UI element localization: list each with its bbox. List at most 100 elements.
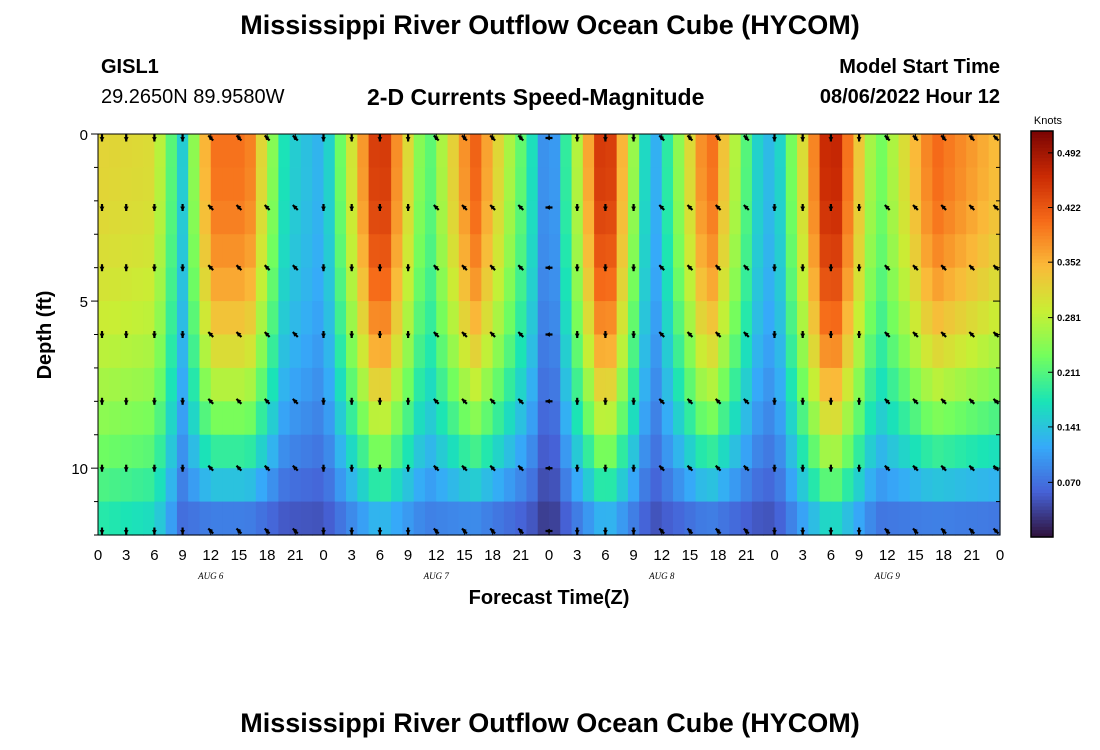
heatmap-cell [289,434,302,469]
heatmap-cell [379,334,392,369]
heatmap-cell [684,200,697,235]
heatmap-cell [470,334,482,369]
heatmap-cell [627,167,640,202]
colorbar: 0.492 0.422 0.352 0.281 0.211 0.141 0.070 [1030,130,1081,538]
heatmap-cell [706,267,719,302]
heatmap-cell [188,501,201,536]
heatmap-cell [751,501,764,536]
arrow-head [377,206,383,211]
heatmap-cell [650,234,663,269]
current-arrow [433,464,440,472]
heatmap-cell [210,234,223,269]
heatmap-cell [763,301,776,336]
heatmap-cell [323,134,336,169]
heatmap-cell [379,267,392,302]
current-arrow [968,204,976,211]
current-arrow [884,464,891,472]
current-arrow [235,331,243,338]
heatmap-cell [424,167,437,202]
heatmap-cell [616,200,629,235]
arrow-head [800,333,806,338]
current-arrow [574,264,580,272]
heatmap-cell [312,468,325,503]
arrow-head [236,265,242,270]
heatmap-cell [176,334,189,369]
colorbar-segment [1031,317,1053,322]
heatmap-cell [774,267,787,302]
current-arrow [123,464,129,472]
heatmap-cell [222,134,234,169]
current-arrow [940,464,947,472]
heatmap-cell [312,334,325,369]
arrow-head [574,266,580,272]
heatmap-cell [785,434,798,469]
heatmap-cell [458,334,471,369]
arrow-head [993,528,999,534]
heatmap-cell [424,367,437,402]
colorbar-segment [1031,479,1053,484]
current-arrow [489,264,496,271]
heatmap-cell [120,367,133,402]
colorbar-segment [1031,371,1053,376]
arrow-head [545,265,550,271]
heatmap-cell [492,200,505,235]
heatmap-cell [334,501,347,536]
heatmap-cell [853,334,866,369]
current-arrow [321,397,326,405]
x-tick-label: 9 [855,547,863,564]
heatmap-cell [503,167,516,202]
heatmap-cell [233,301,246,336]
heatmap-cell [921,267,933,302]
heatmap-cell [594,468,606,503]
heatmap-cell [515,501,528,536]
arrow-head [264,332,270,337]
heatmap-cell [323,501,336,536]
current-arrow [574,464,580,472]
colorbar-segment [1031,530,1053,535]
heatmap-cell [481,434,494,469]
heatmap-cell [921,301,933,336]
heatmap-cell [695,501,708,536]
colorbar-segment [1031,411,1053,416]
arrow-head [180,400,185,405]
heatmap-cell [954,267,967,302]
heatmap-cell [537,367,550,402]
heatmap-cell [988,267,1001,302]
heatmap-cell [98,434,110,469]
heatmap-cell [808,167,821,202]
heatmap-cell [278,167,291,202]
heatmap-cell [436,301,449,336]
heatmap-cell [278,134,291,169]
arrow-head [264,465,270,471]
current-arrow [207,331,214,338]
heatmap-cell [842,334,855,369]
heatmap-cell [447,167,460,202]
arrow-head [631,206,636,211]
colorbar-segment [1031,239,1053,244]
heatmap-cell [526,267,539,302]
heatmap-cell [627,267,640,302]
heatmap-cell [210,501,223,536]
heatmap-cell [357,267,370,302]
heatmap-cell [346,401,358,436]
heatmap-cell [424,267,437,302]
heatmap-cell [943,501,956,536]
arrow-head [687,205,693,210]
colorbar-segment [1031,401,1053,406]
current-arrow [912,464,919,472]
heatmap-cell [391,167,404,202]
heatmap-cell [898,434,911,469]
current-arrow [658,204,665,211]
heatmap-cell [819,468,832,503]
heatmap-cell [954,434,967,469]
heatmap-cell [921,200,933,235]
heatmap-cell [154,468,167,503]
colorbar-segment [1031,273,1053,278]
heatmap-cell [458,367,471,402]
heatmap-cell [255,301,268,336]
current-arrow [489,464,496,472]
heatmap-cell [278,434,291,469]
heatmap-cell [289,401,302,436]
heatmap-cell [751,367,764,402]
arrow-head [828,467,834,472]
